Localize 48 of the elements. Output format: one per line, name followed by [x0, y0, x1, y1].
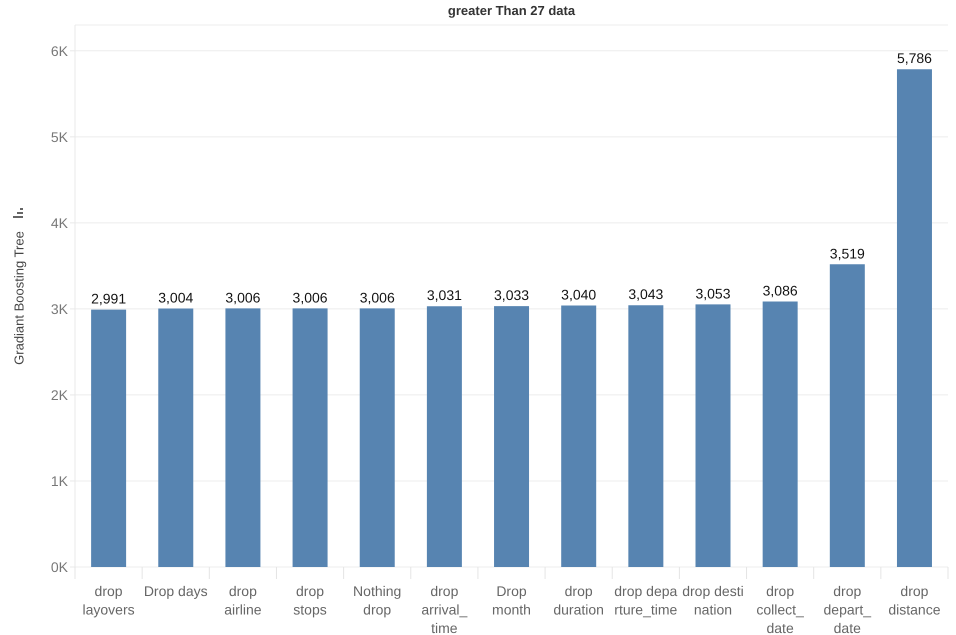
y-tick-label: 3K — [50, 300, 69, 317]
data-label: 3,053 — [695, 285, 731, 302]
chart-title: greater Than 27 data — [448, 3, 576, 18]
x-tick-label: Drop month — [492, 583, 531, 618]
bar — [494, 306, 530, 567]
x-tick-label: drop distance — [888, 583, 941, 618]
y-tick-label: 0K — [50, 558, 69, 575]
x-tick-label: drop duration — [553, 583, 604, 618]
y-tick-label: 1K — [50, 472, 69, 489]
y-axis-title: Gradiant Boosting Tree — [12, 231, 26, 365]
data-label: 3,043 — [628, 286, 664, 302]
bar — [830, 264, 865, 567]
x-tick-label: drop stops — [293, 583, 327, 618]
data-label: 3,033 — [494, 287, 530, 304]
bar — [360, 308, 395, 567]
bar — [225, 308, 260, 567]
x-tick-label: Drop days — [144, 583, 208, 599]
data-label: 3,086 — [762, 282, 798, 299]
bar — [561, 305, 596, 567]
data-label: 5,786 — [896, 50, 932, 66]
bar — [292, 308, 328, 567]
bar — [762, 302, 798, 567]
bar — [158, 308, 194, 567]
y-tick-label: 5K — [50, 128, 69, 145]
x-tick-label: drop arrival_time — [421, 583, 468, 635]
bar — [628, 305, 664, 567]
y-tick-label: 4K — [50, 214, 69, 231]
bar — [91, 310, 126, 567]
data-label: 3,004 — [158, 290, 194, 306]
x-tick-label: drop airline — [224, 583, 262, 618]
y-tick-label: 6K — [50, 42, 69, 59]
x-tick-label: drop collect_date — [756, 583, 804, 635]
data-label: 3,006 — [292, 289, 328, 306]
bar — [696, 304, 730, 567]
x-tick-label: Nothing drop — [353, 583, 402, 618]
x-tick-label: drop departure_time — [614, 583, 678, 618]
x-tick-label: drop destination — [682, 583, 744, 618]
data-label: 3,006 — [225, 289, 261, 306]
data-label: 2,991 — [91, 290, 126, 307]
x-tick-label: drop depart_date — [824, 583, 872, 635]
bar — [896, 69, 932, 567]
y-tick-label: 2K — [50, 386, 69, 403]
data-label: 3,006 — [360, 289, 395, 306]
data-label: 3,031 — [426, 287, 462, 304]
data-label: 3,040 — [561, 286, 596, 302]
bar — [426, 306, 462, 567]
x-tick-label: drop layovers — [82, 583, 135, 618]
data-label: 3,519 — [830, 245, 866, 262]
